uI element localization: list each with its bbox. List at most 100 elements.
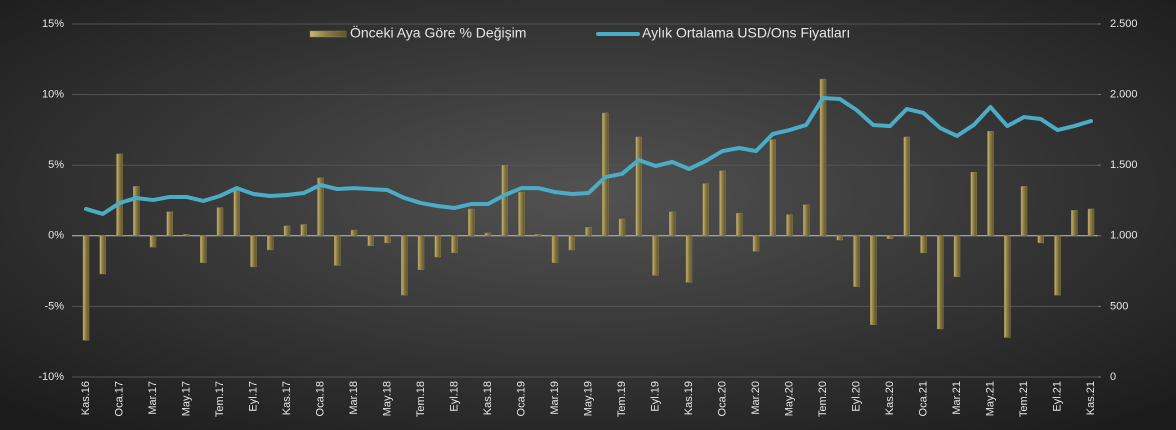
bar bbox=[1087, 208, 1095, 237]
bar bbox=[618, 218, 626, 237]
legend-swatch bbox=[309, 30, 347, 38]
legend-label: Önceki Aya Göre % Değişim bbox=[350, 24, 526, 41]
bar bbox=[250, 235, 257, 268]
bar bbox=[82, 235, 90, 341]
bar bbox=[166, 211, 173, 237]
y-tick-label: 15% bbox=[42, 18, 64, 30]
x-tick-label: Mar.19 bbox=[549, 381, 561, 415]
x-tick-label: May.21 bbox=[984, 381, 996, 416]
bar bbox=[233, 187, 240, 237]
bar bbox=[736, 212, 743, 237]
x-tick-label: Tem.20 bbox=[817, 381, 829, 417]
legend-label: Aylık Ortalama USD/Ons Fiyatları bbox=[642, 25, 850, 41]
bar bbox=[1004, 235, 1011, 338]
bar bbox=[987, 131, 994, 237]
bar bbox=[886, 235, 894, 239]
y-tick-label: 5% bbox=[48, 159, 64, 171]
bar bbox=[317, 177, 324, 237]
y-tick-label: 0% bbox=[48, 230, 64, 242]
bar bbox=[602, 112, 609, 237]
y-tick-label: -5% bbox=[44, 300, 64, 312]
x-tick-label: Tem.17 bbox=[214, 381, 226, 417]
bar bbox=[903, 136, 910, 237]
bar bbox=[769, 139, 776, 237]
y-tick-label: -10% bbox=[38, 371, 64, 383]
bar bbox=[267, 235, 274, 251]
bar bbox=[1037, 235, 1044, 244]
x-tick-label: Mar.17 bbox=[147, 381, 159, 415]
bar bbox=[149, 235, 157, 248]
bar bbox=[870, 235, 877, 326]
x-tick-label: Mar.21 bbox=[951, 381, 963, 415]
bar bbox=[702, 183, 709, 237]
x-tick-label: Tem.18 bbox=[415, 381, 427, 417]
bar bbox=[551, 235, 559, 263]
bar bbox=[970, 172, 977, 237]
bar bbox=[1071, 210, 1078, 237]
bar bbox=[116, 153, 123, 237]
bar bbox=[685, 235, 693, 283]
x-tick-label: Kas.17 bbox=[281, 381, 293, 415]
y2-tick-label: 500 bbox=[1110, 300, 1128, 312]
line bbox=[84, 95, 1093, 216]
x-tick-label: May.19 bbox=[582, 381, 594, 416]
y2-tick-label: 1.500 bbox=[1110, 159, 1138, 171]
x-tick-label: Kas.20 bbox=[884, 381, 896, 415]
y2-tick-label: 2.000 bbox=[1110, 89, 1138, 101]
x-tick-label: Kas.18 bbox=[482, 381, 494, 415]
bar bbox=[719, 170, 726, 237]
bar bbox=[568, 235, 575, 251]
x-tick-label: May.17 bbox=[180, 381, 192, 416]
bar bbox=[451, 235, 458, 253]
y2-tick-label: 0 bbox=[1110, 371, 1116, 383]
x-tick-label: Kas.19 bbox=[683, 381, 695, 415]
x-tick-label: Eyl.21 bbox=[1051, 381, 1063, 412]
bar bbox=[216, 207, 224, 237]
bar bbox=[484, 232, 492, 237]
bar bbox=[501, 164, 508, 237]
bar bbox=[819, 78, 827, 237]
x-tick-label: May.20 bbox=[783, 381, 795, 416]
bar bbox=[401, 235, 408, 296]
x-tick-label: Kas.16 bbox=[80, 381, 92, 415]
x-tick-label: Mar.20 bbox=[750, 381, 762, 415]
bar bbox=[334, 235, 341, 266]
bar bbox=[518, 191, 525, 237]
bar bbox=[752, 235, 760, 252]
bar bbox=[417, 235, 425, 270]
x-tick-label: Oca.19 bbox=[515, 381, 527, 416]
x-tick-label: Tem.21 bbox=[1018, 381, 1030, 417]
bar bbox=[183, 234, 190, 237]
bar bbox=[953, 235, 961, 277]
x-tick-label: May.18 bbox=[381, 381, 393, 416]
bar bbox=[853, 235, 860, 287]
y2-tick-label: 1.000 bbox=[1110, 230, 1138, 242]
bar bbox=[535, 234, 542, 237]
bar bbox=[367, 235, 374, 246]
x-tick-label: Eyl.20 bbox=[850, 381, 862, 412]
x-tick-label: Oca.18 bbox=[314, 381, 326, 416]
x-tick-label: Oca.20 bbox=[716, 381, 728, 416]
bar bbox=[652, 235, 659, 276]
x-tick-label: Kas.21 bbox=[1085, 381, 1097, 415]
bar bbox=[350, 229, 358, 237]
bar bbox=[669, 211, 676, 237]
x-tick-label: Eyl.19 bbox=[649, 381, 661, 412]
bar bbox=[937, 235, 944, 330]
x-tick-label: Oca.17 bbox=[113, 381, 125, 416]
bar bbox=[283, 225, 291, 237]
bar bbox=[1054, 235, 1061, 296]
bar bbox=[468, 208, 475, 237]
bar bbox=[434, 235, 441, 258]
y-tick-label: 10% bbox=[42, 89, 64, 101]
bar bbox=[200, 235, 207, 263]
bar bbox=[384, 235, 391, 244]
bar bbox=[1020, 186, 1028, 237]
x-tick-label: Mar.18 bbox=[348, 381, 360, 415]
bar bbox=[803, 204, 810, 237]
x-tick-label: Tem.19 bbox=[616, 381, 628, 417]
y2-tick-label: 2.500 bbox=[1110, 18, 1138, 30]
bar bbox=[920, 235, 927, 253]
